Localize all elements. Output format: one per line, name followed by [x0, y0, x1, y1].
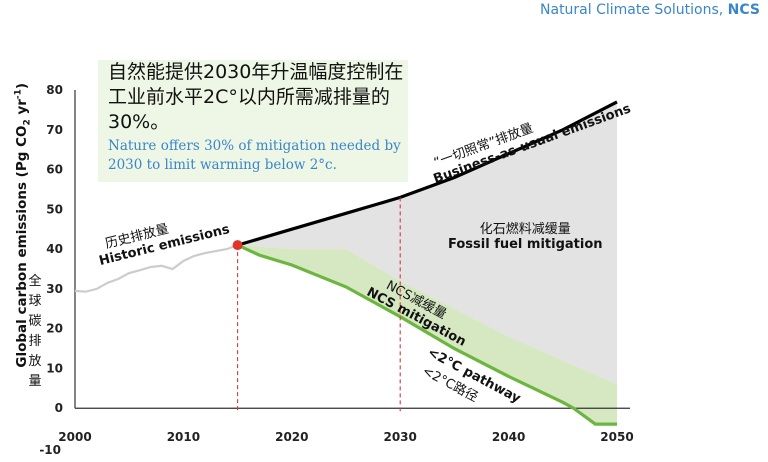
y-tick-label: 70: [46, 123, 63, 137]
y-tick-label: -10: [39, 443, 61, 457]
x-tick-label: 2050: [600, 430, 633, 444]
y-tick-label: 50: [46, 202, 63, 216]
business-as-usual-line: [237, 100, 618, 247]
y-tick-label: 60: [46, 163, 63, 177]
y-tick-label: 80: [46, 83, 63, 97]
fossil-fuel-mitigation-label: 化石燃料减缓量 Fossil fuel mitigation: [448, 222, 603, 252]
y-tick-label: 20: [46, 322, 63, 336]
callout-text-en: Nature offers 30% of mitigation needed b…: [108, 138, 401, 173]
y-tick-label: 40: [46, 242, 63, 256]
pathway-2c-line: [236, 243, 617, 426]
ncs-mitigation-area: [237, 245, 617, 425]
x-tick-label: 2030: [383, 430, 416, 444]
y-tick-label: 30: [46, 282, 63, 296]
x-tick-label: 2040: [492, 430, 525, 444]
fossil-fuel-mitigation-area: [237, 101, 617, 385]
y-tick-label: 0: [55, 401, 63, 415]
callout-box: 自然能提供2030年升温幅度控制在工业前水平2C°以内所需减排量的30%。 Na…: [98, 60, 408, 182]
y-axis-label-zh: 全球碳排放量: [28, 274, 42, 389]
historic-emissions-line: [74, 244, 238, 293]
x-tick-label: 2010: [167, 430, 200, 444]
header-brand: Natural Climate Solutions, NCS: [540, 2, 760, 18]
callout-text-zh: 自然能提供2030年升温幅度控制在工业前水平2C°以内所需减排量的30%。: [108, 61, 404, 133]
y-tick-label: 10: [46, 361, 63, 375]
current-emissions-marker: [232, 240, 243, 251]
x-tick-label: 2020: [275, 430, 308, 444]
x-tick-label: 2000: [58, 430, 91, 444]
